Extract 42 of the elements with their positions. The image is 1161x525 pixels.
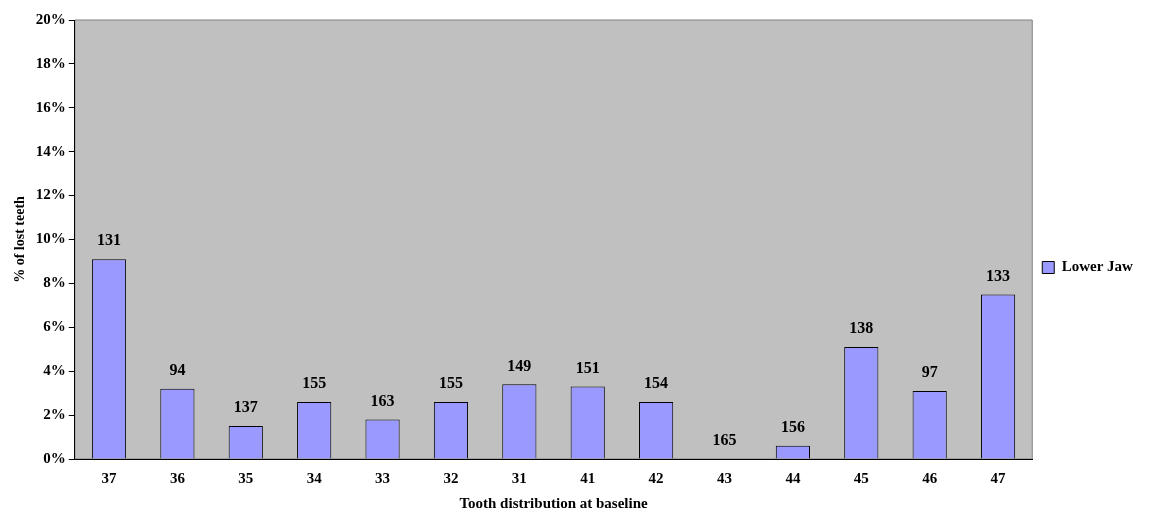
x-tick-label: 46	[922, 469, 938, 486]
x-tick-label: 42	[648, 469, 664, 486]
x-tick-label: 47	[990, 469, 1007, 486]
annotation: 131	[97, 231, 121, 249]
annotation: 133	[986, 266, 1011, 284]
x-tick-label: 35	[238, 469, 254, 486]
annotation: 156	[780, 417, 805, 435]
annotation: 149	[507, 356, 532, 374]
annotation: 155	[302, 374, 327, 392]
y-tick-label: 14%	[35, 142, 66, 159]
y-axis-title: % of lost teeth	[12, 195, 28, 283]
legend-label: Lower Jaw	[1061, 258, 1133, 275]
x-tick-label: 45	[853, 469, 869, 486]
y-tick-label: 20%	[35, 10, 66, 27]
x-axis-title: Tooth distribution at baseline	[459, 494, 648, 511]
x-tick-label: 33	[375, 469, 391, 486]
y-tick-label: 8%	[43, 274, 66, 291]
x-tick-label: 37	[101, 469, 117, 486]
y-tick-label: 10%	[35, 230, 66, 247]
y-tick-label: 0%	[43, 449, 66, 466]
x-tick-label: 41	[580, 469, 596, 486]
y-tick-label: 6%	[43, 318, 66, 335]
annotation: 94	[169, 360, 186, 378]
x-tick-label: 36	[169, 469, 186, 486]
annotation: 138	[849, 319, 874, 337]
y-tick-label: 12%	[35, 186, 66, 203]
annotation: 163	[370, 391, 395, 409]
annotation: 137	[233, 398, 258, 416]
x-tick-label: 34	[306, 469, 323, 486]
annotation: 165	[712, 431, 737, 449]
x-tick-label: 43	[717, 469, 733, 486]
y-tick-label: 16%	[35, 98, 66, 115]
y-tick-label: 18%	[35, 54, 66, 71]
annotation: 151	[575, 358, 600, 376]
y-tick-label: 2%	[43, 405, 66, 422]
annotation: 154	[644, 374, 669, 392]
y-tick-label: 4%	[43, 362, 66, 379]
x-tick-label: 32	[443, 469, 459, 486]
x-tick-label: 31	[511, 469, 527, 486]
annotation: 155	[438, 374, 463, 392]
x-tick-label: 44	[785, 469, 801, 486]
annotation: 97	[921, 363, 938, 381]
